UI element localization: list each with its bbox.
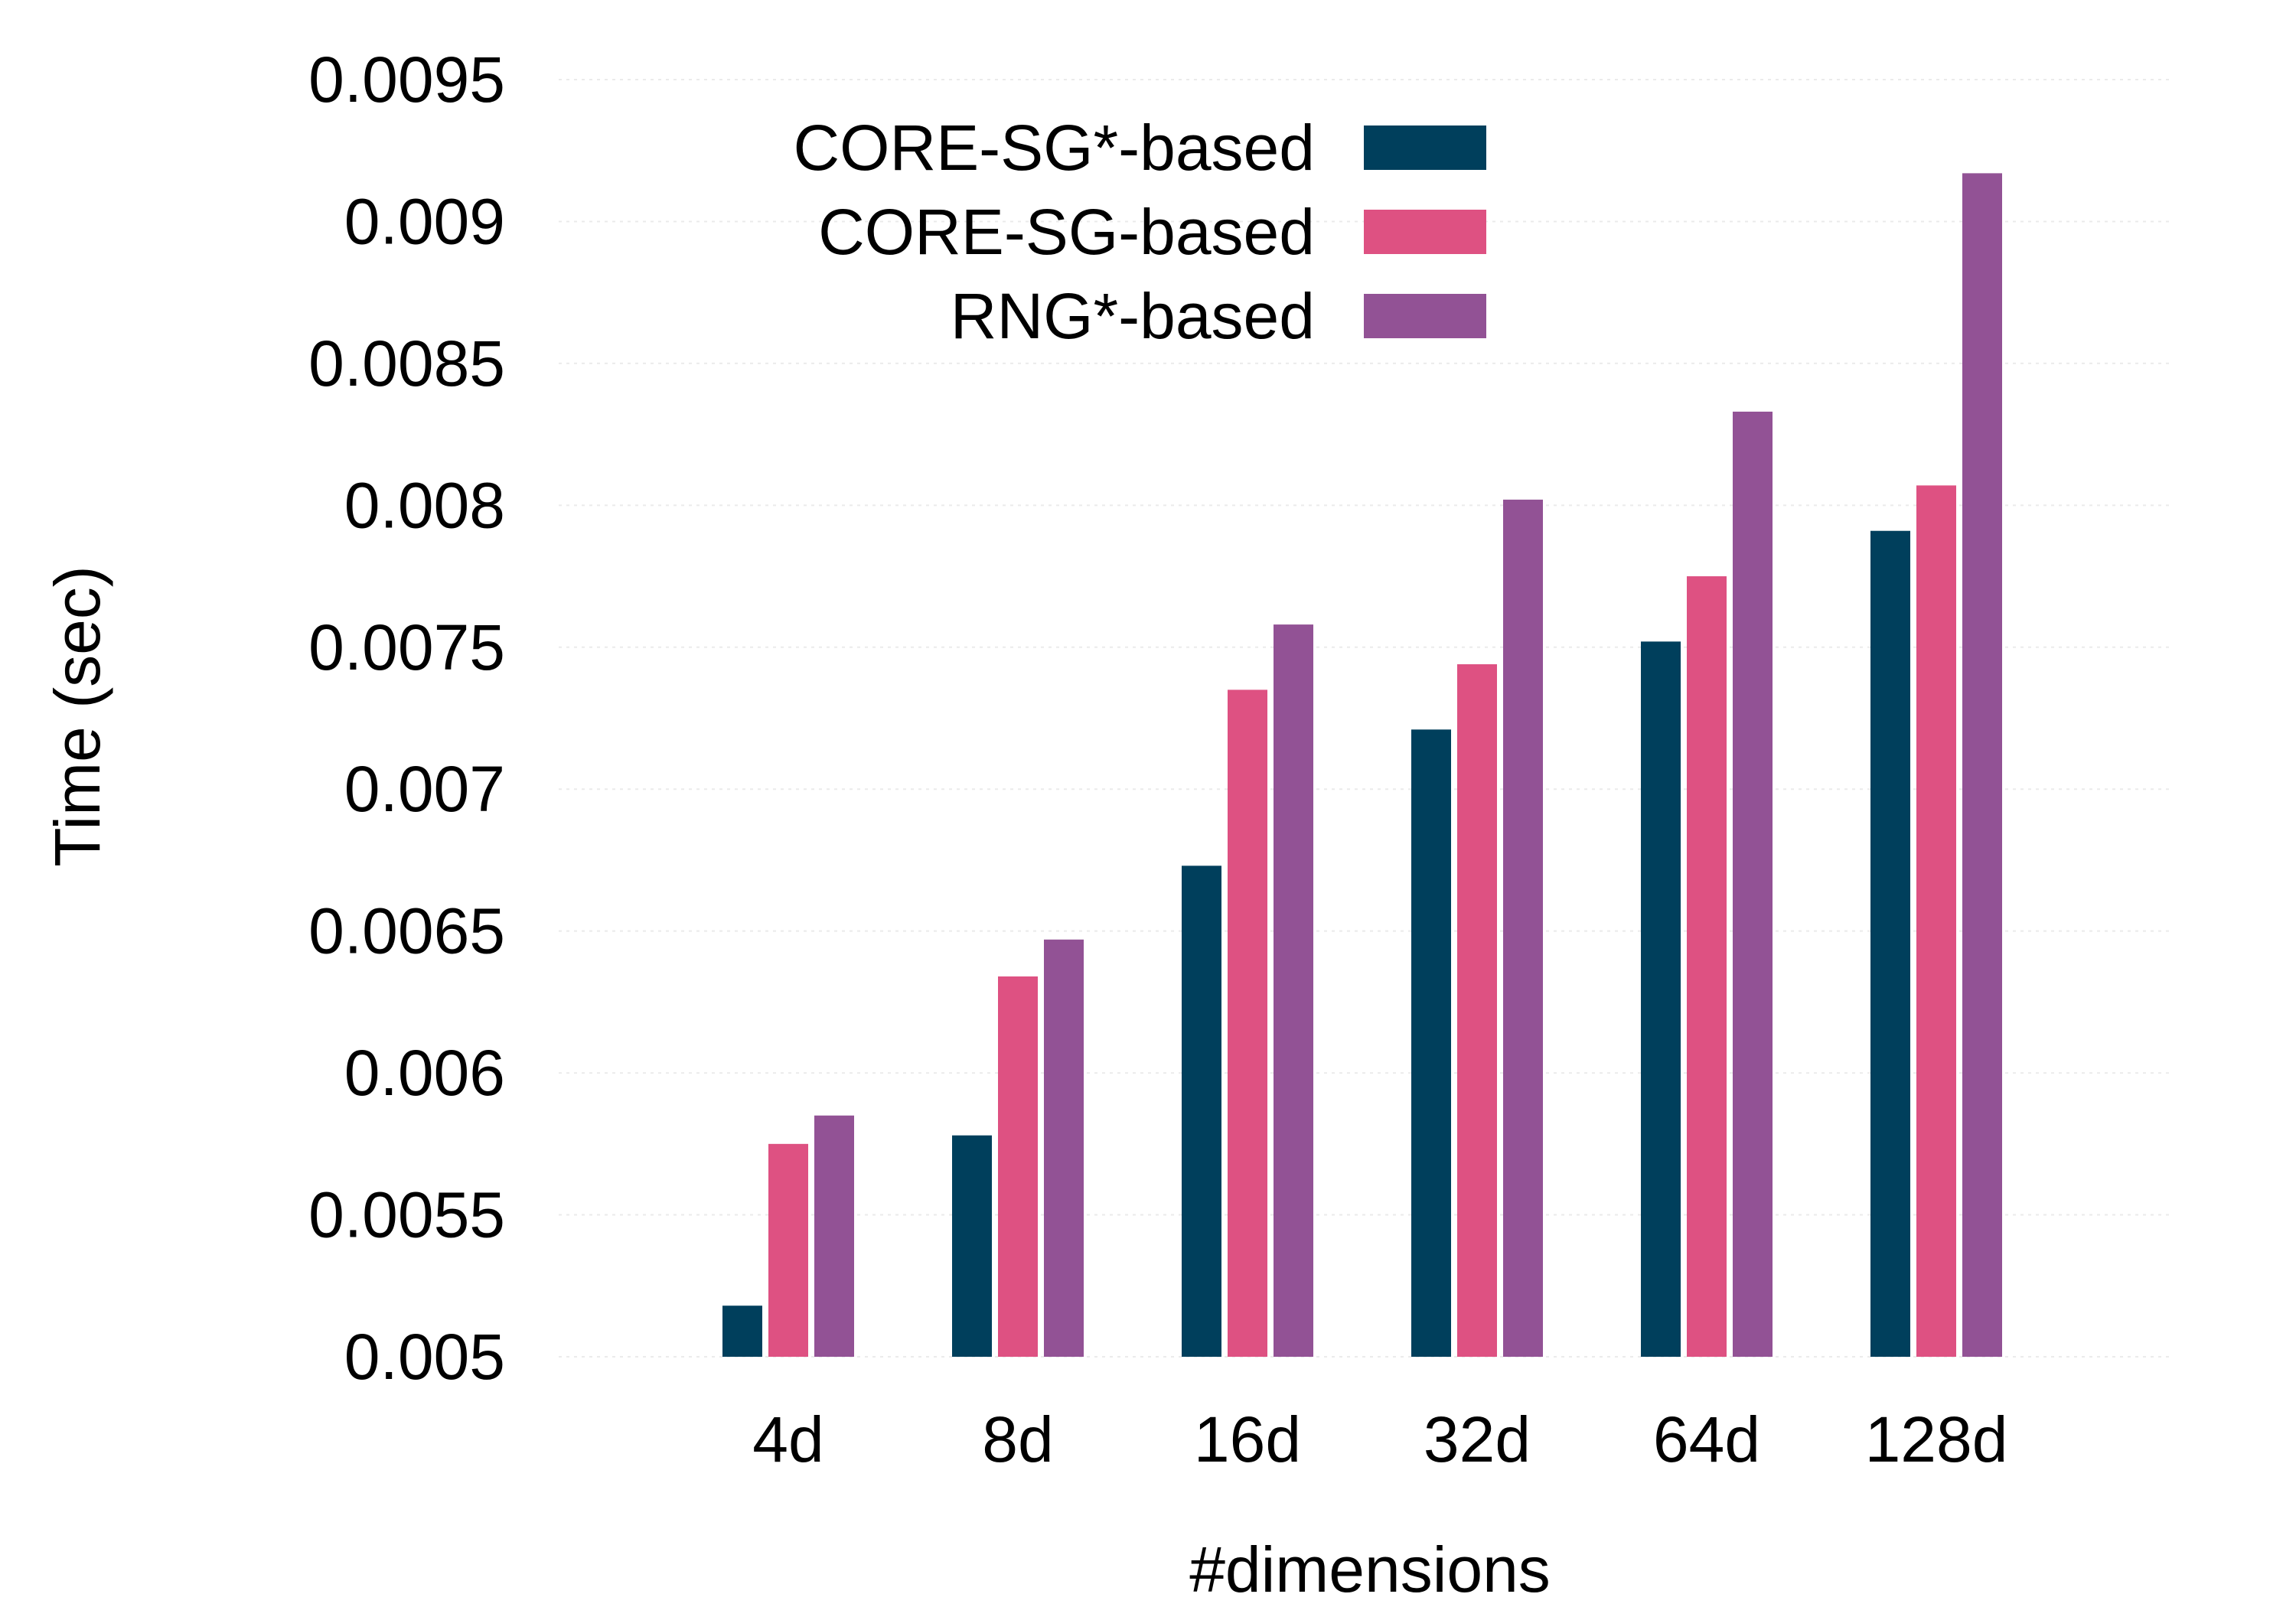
x-tick-label: 4d xyxy=(752,1403,823,1475)
bar-32d-series-2 xyxy=(1457,664,1497,1357)
bar-8d-series-3 xyxy=(1044,939,1084,1357)
bar-16d-series-3 xyxy=(1274,624,1313,1357)
bar-16d-series-2 xyxy=(1228,689,1267,1357)
bar-128d-series-1 xyxy=(1870,530,1910,1357)
y-tick-label: 0.0095 xyxy=(308,44,505,116)
x-tick-label: 64d xyxy=(1653,1403,1760,1475)
bar-32d-series-3 xyxy=(1503,499,1543,1357)
bar-4d-series-2 xyxy=(768,1143,808,1357)
y-tick-label: 0.0065 xyxy=(308,895,505,967)
bar-4d-series-3 xyxy=(814,1115,854,1357)
y-tick-label: 0.006 xyxy=(344,1037,505,1109)
y-tick-label: 0.0055 xyxy=(308,1179,505,1251)
y-tick-label: 0.008 xyxy=(344,469,505,541)
bar-128d-series-3 xyxy=(1962,173,2002,1358)
legend-label: CORE-SG-based xyxy=(818,196,1315,268)
legend: CORE-SG*-based CORE-SG-based RNG*-based xyxy=(793,112,1486,352)
bar-8d-series-2 xyxy=(998,976,1038,1357)
legend-swatch xyxy=(1364,210,1486,254)
y-tick-label: 0.009 xyxy=(344,185,505,257)
y-tick-label: 0.007 xyxy=(344,753,505,825)
legend-label: RNG*-based xyxy=(951,280,1315,352)
bar-64d-series-2 xyxy=(1687,576,1727,1357)
x-tick-label: 8d xyxy=(982,1403,1053,1475)
x-tick-label: 128d xyxy=(1865,1403,2008,1475)
bar-64d-series-1 xyxy=(1641,641,1681,1357)
bar-16d-series-1 xyxy=(1182,865,1221,1357)
bars xyxy=(722,173,2002,1358)
bar-8d-series-1 xyxy=(952,1135,992,1357)
bar-32d-series-1 xyxy=(1411,729,1451,1357)
bar-128d-series-2 xyxy=(1916,485,1956,1357)
x-axis-title: #dimensions xyxy=(1189,1534,1551,1605)
legend-swatch xyxy=(1364,294,1486,338)
bar-4d-series-1 xyxy=(722,1305,762,1357)
legend-label: CORE-SG*-based xyxy=(793,112,1315,184)
y-axis-title: Time (sec) xyxy=(41,566,113,867)
y-axis-ticks: 0.005 0.0055 0.006 0.0065 0.007 0.0075 0.008 0.… xyxy=(308,44,505,1393)
x-axis-ticks: 4d 8d 16d 32d 64d 128d xyxy=(752,1403,2007,1475)
y-tick-label: 0.0075 xyxy=(308,611,505,683)
x-tick-label: 16d xyxy=(1194,1403,1301,1475)
legend-swatch xyxy=(1364,125,1486,170)
bar-64d-series-3 xyxy=(1733,411,1773,1358)
y-tick-label: 0.0085 xyxy=(308,328,505,399)
y-tick-label: 0.005 xyxy=(344,1321,505,1393)
x-tick-label: 32d xyxy=(1424,1403,1531,1475)
